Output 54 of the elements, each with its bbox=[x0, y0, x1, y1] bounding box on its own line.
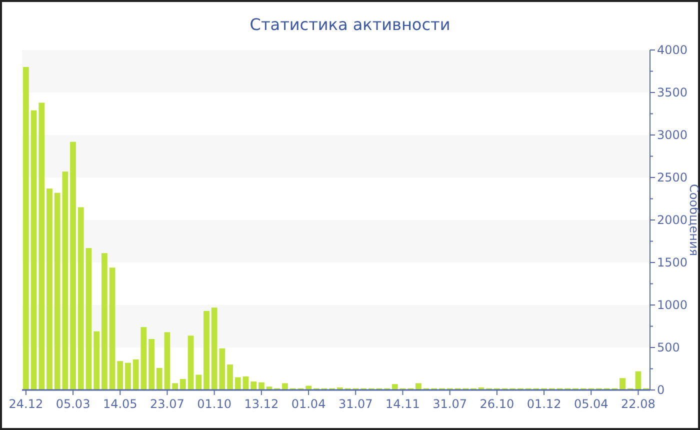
x-tick-label: 22.08 bbox=[621, 397, 656, 411]
y-tick-label: 4000 bbox=[657, 43, 688, 57]
bar bbox=[22, 67, 29, 390]
bar bbox=[227, 364, 233, 390]
bar bbox=[148, 339, 154, 390]
bar bbox=[30, 110, 37, 390]
bar bbox=[172, 383, 178, 390]
y-tick-label: 1500 bbox=[657, 256, 688, 270]
x-tick-label: 14.11 bbox=[386, 397, 420, 411]
bar bbox=[46, 188, 52, 390]
bar bbox=[204, 310, 210, 390]
y-tick-label: 3500 bbox=[657, 86, 688, 100]
y-axis-title: Сообщения bbox=[687, 184, 700, 256]
y-tick-label: 2500 bbox=[657, 170, 688, 184]
bar bbox=[196, 374, 202, 390]
bar bbox=[282, 383, 288, 390]
y-tick-label: 1000 bbox=[657, 298, 688, 312]
bar bbox=[250, 382, 257, 390]
x-tick-label: 13.12 bbox=[244, 397, 279, 411]
x-tick-label: 05.04 bbox=[574, 397, 608, 411]
bar bbox=[164, 332, 170, 390]
bar bbox=[109, 268, 116, 390]
x-tick-label: 01.04 bbox=[291, 397, 326, 411]
x-tick-label: 01.10 bbox=[197, 397, 232, 411]
bar bbox=[180, 378, 186, 390]
bar bbox=[415, 383, 422, 390]
bar bbox=[620, 378, 626, 390]
bar bbox=[188, 336, 194, 390]
bar bbox=[117, 361, 124, 390]
y-tick-label: 0 bbox=[657, 383, 665, 397]
x-tick-label: 05.03 bbox=[56, 397, 90, 411]
bar bbox=[392, 384, 398, 390]
bar bbox=[125, 362, 131, 390]
x-tick-label: 31.07 bbox=[338, 397, 373, 411]
x-tick-label: 24.12 bbox=[8, 397, 44, 411]
bar bbox=[94, 331, 100, 390]
bar bbox=[70, 142, 76, 390]
y-tick-label: 2000 bbox=[657, 213, 688, 227]
x-tick-label: 26.10 bbox=[480, 397, 514, 411]
bar bbox=[101, 253, 108, 390]
bar bbox=[234, 377, 241, 390]
chart-title: Статистика активности bbox=[250, 15, 450, 34]
bar bbox=[635, 371, 642, 390]
bar bbox=[258, 382, 264, 390]
y-tick-label: 3000 bbox=[657, 128, 688, 142]
x-tick-label: 31.07 bbox=[432, 397, 468, 411]
x-tick-label: 23.07 bbox=[150, 397, 184, 411]
y-tick-label: 500 bbox=[657, 340, 680, 354]
bar bbox=[78, 207, 84, 390]
x-tick-label: 01.12 bbox=[526, 397, 562, 411]
x-tick-label: 14.05 bbox=[102, 397, 138, 411]
bar bbox=[38, 102, 45, 390]
bar bbox=[156, 368, 162, 390]
bar bbox=[86, 248, 92, 390]
